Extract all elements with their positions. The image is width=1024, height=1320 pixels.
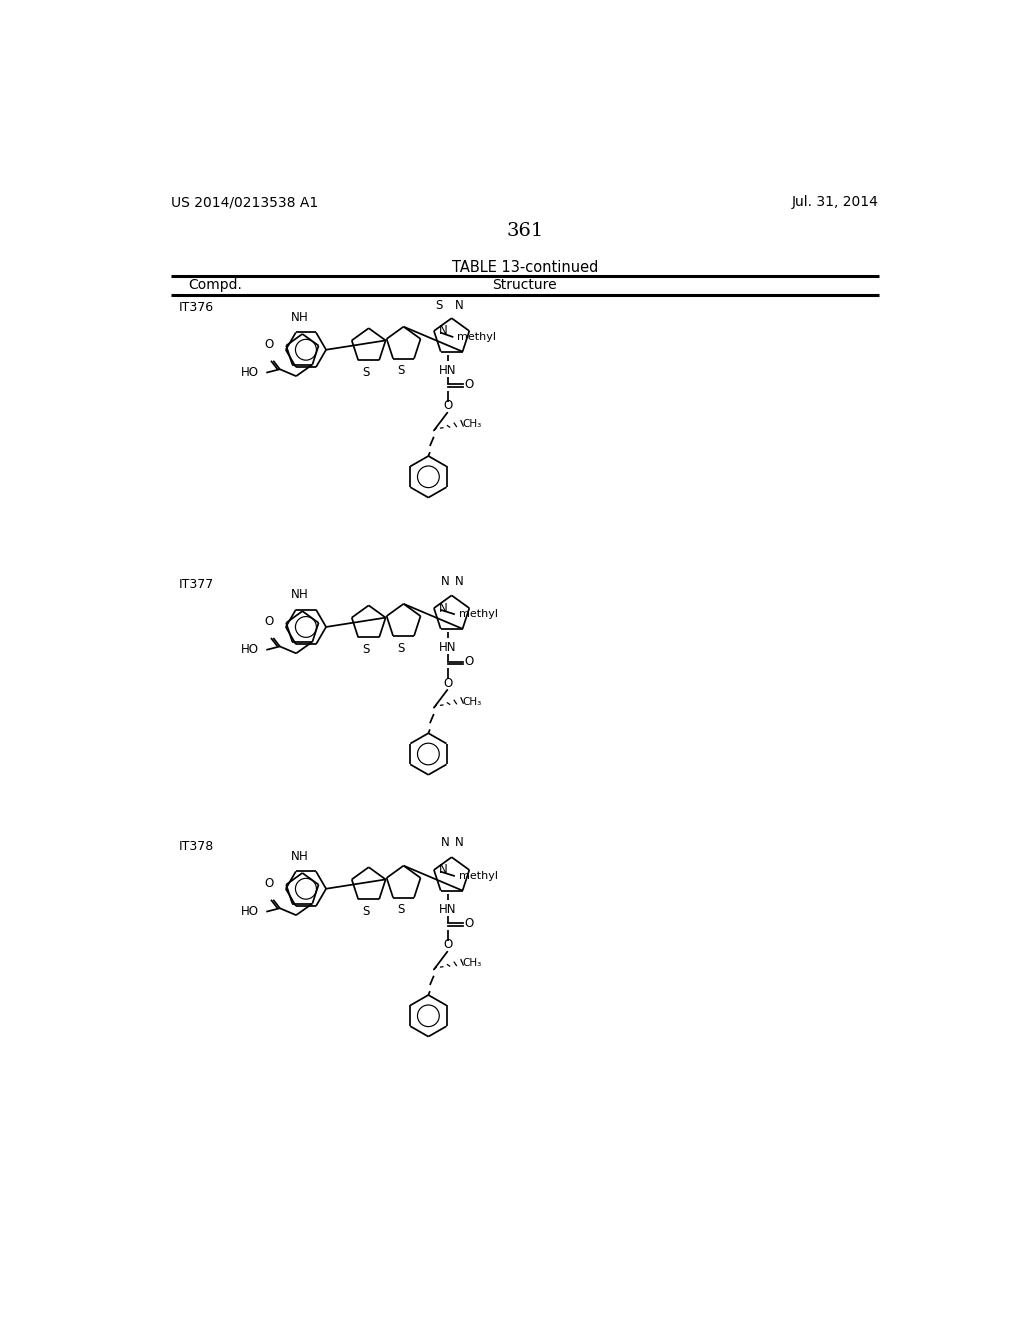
- Text: O: O: [465, 378, 474, 391]
- Text: N: N: [438, 325, 447, 338]
- Text: methyl: methyl: [459, 871, 498, 882]
- Text: IT376: IT376: [178, 301, 213, 314]
- Text: Jul. 31, 2014: Jul. 31, 2014: [793, 195, 879, 210]
- Text: N: N: [441, 837, 450, 850]
- Text: O: O: [465, 655, 474, 668]
- Text: HN: HN: [439, 903, 457, 916]
- Text: N: N: [455, 300, 464, 312]
- Text: H: H: [299, 312, 308, 323]
- Text: N: N: [438, 602, 447, 615]
- Text: IT377: IT377: [178, 578, 214, 591]
- Text: 361: 361: [506, 222, 544, 239]
- Text: S: S: [396, 642, 404, 655]
- Text: Compd.: Compd.: [188, 277, 243, 292]
- Text: HN: HN: [439, 642, 457, 655]
- Text: S: S: [361, 906, 370, 917]
- Text: O: O: [265, 338, 274, 351]
- Text: S: S: [361, 366, 370, 379]
- Text: CH₃: CH₃: [463, 697, 481, 706]
- Text: US 2014/0213538 A1: US 2014/0213538 A1: [171, 195, 317, 210]
- Text: S: S: [396, 903, 404, 916]
- Text: N: N: [455, 574, 464, 587]
- Text: N: N: [441, 574, 450, 587]
- Text: N: N: [438, 863, 447, 876]
- Text: O: O: [443, 400, 453, 412]
- Text: HO: HO: [241, 643, 258, 656]
- Text: CH₃: CH₃: [463, 958, 481, 969]
- Text: HO: HO: [241, 366, 258, 379]
- Text: HO: HO: [241, 906, 258, 919]
- Text: O: O: [443, 939, 453, 952]
- Text: N: N: [291, 312, 299, 323]
- Text: S: S: [396, 364, 404, 378]
- Text: IT378: IT378: [178, 840, 214, 853]
- Text: methyl: methyl: [459, 610, 498, 619]
- Text: methyl: methyl: [457, 333, 497, 342]
- Text: H: H: [299, 850, 308, 863]
- Text: TABLE 13-continued: TABLE 13-continued: [452, 260, 598, 275]
- Text: N: N: [291, 589, 299, 601]
- Text: O: O: [265, 615, 274, 628]
- Text: H: H: [299, 589, 308, 601]
- Text: S: S: [435, 300, 443, 312]
- Text: CH₃: CH₃: [463, 420, 481, 429]
- Text: O: O: [465, 917, 474, 929]
- Text: N: N: [291, 850, 299, 863]
- Text: O: O: [265, 876, 274, 890]
- Text: O: O: [443, 677, 453, 689]
- Text: Structure: Structure: [493, 277, 557, 292]
- Text: S: S: [361, 643, 370, 656]
- Text: HN: HN: [439, 364, 457, 378]
- Text: N: N: [455, 837, 464, 850]
